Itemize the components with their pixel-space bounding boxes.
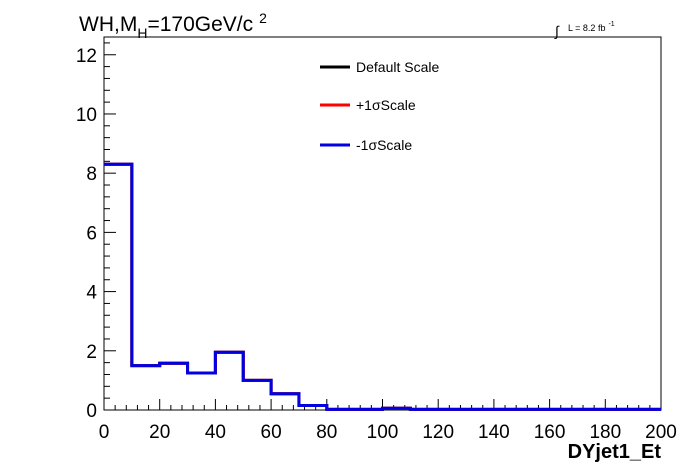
x-tick-label: 120 [422, 422, 454, 443]
plot-frame [103, 36, 662, 411]
legend-label: +1σScale [356, 97, 416, 113]
x-tick-label: 0 [99, 422, 110, 443]
y-tick-label: 6 [86, 223, 97, 244]
y-tick-label: 10 [76, 105, 97, 126]
y-tick-label: 12 [76, 46, 97, 67]
x-tick-label: 40 [205, 422, 226, 443]
y-tick-label: 8 [86, 164, 97, 185]
series-group [104, 162, 661, 411]
axes: 0 20 40 60 80 100 120 140 160 180 200 0 2 4 6 8 10 12 [76, 42, 677, 443]
series-line [104, 162, 661, 411]
legend: Default Scale +1σScale -1σScale [320, 59, 439, 153]
x-tick-label: 180 [589, 422, 621, 443]
chart-title: WH,MH=170GeV/c 2 [79, 10, 267, 41]
x-tick-label: 100 [367, 422, 399, 443]
y-tick-label: 0 [86, 401, 97, 422]
lumi-label: L = 8.2 fb -1 [568, 21, 615, 33]
x-tick-label: 60 [261, 422, 282, 443]
legend-label: -1σScale [356, 137, 412, 153]
x-axis-title: DYjet1_Et [568, 441, 662, 463]
legend-label: Default Scale [356, 59, 439, 75]
y-tick-label: 2 [86, 342, 97, 363]
x-tick-label: 20 [149, 422, 170, 443]
lumi-integral-symbol: ∫ [554, 23, 560, 39]
y-tick-label: 4 [86, 283, 97, 304]
x-tick-label: 80 [316, 422, 337, 443]
x-tick-label: 200 [645, 422, 677, 443]
x-tick-label: 160 [534, 422, 566, 443]
x-tick-label: 140 [478, 422, 510, 443]
